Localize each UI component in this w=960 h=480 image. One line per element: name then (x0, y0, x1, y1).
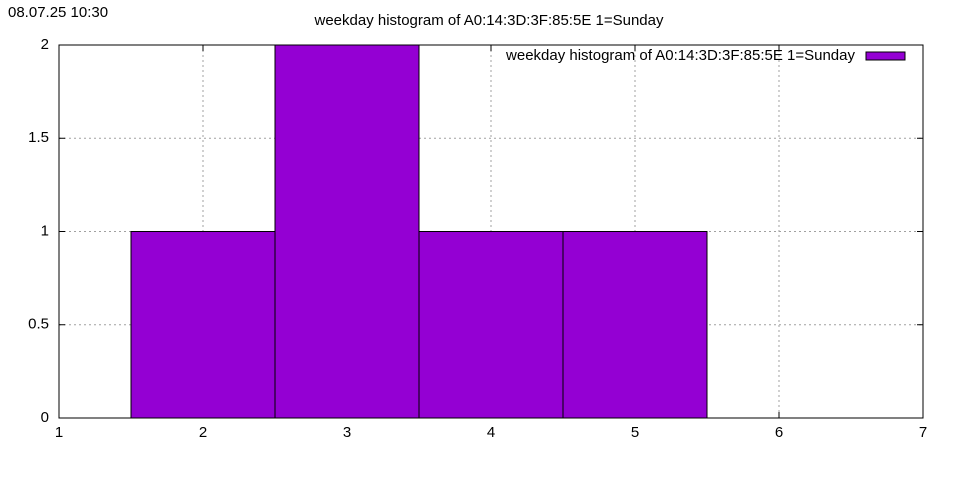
y-tick-label: 1.5 (28, 129, 49, 146)
x-tick-label: 5 (631, 424, 639, 441)
x-tick-label: 1 (55, 424, 63, 441)
bar (274, 44, 420, 419)
plot-frame (58, 44, 924, 419)
legend-swatch (865, 51, 906, 61)
chart-title: weekday histogram of A0:14:3D:3F:85:5E 1… (314, 12, 664, 29)
x-tick-label: 2 (199, 424, 207, 441)
y-tick-label: 0 (41, 409, 49, 426)
x-tick-label: 3 (343, 424, 351, 441)
x-tick-label: 7 (919, 424, 927, 441)
bar (418, 231, 564, 419)
y-tick-label: 1 (41, 222, 49, 239)
bar (130, 231, 276, 419)
y-tick-label: 2 (41, 36, 49, 53)
x-tick-label: 6 (775, 424, 783, 441)
x-tick-label: 4 (487, 424, 495, 441)
bar (562, 231, 708, 419)
y-tick-label: 0.5 (28, 316, 49, 333)
timestamp: 08.07.25 10:30 (8, 4, 108, 21)
legend-label: weekday histogram of A0:14:3D:3F:85:5E 1… (505, 47, 855, 64)
